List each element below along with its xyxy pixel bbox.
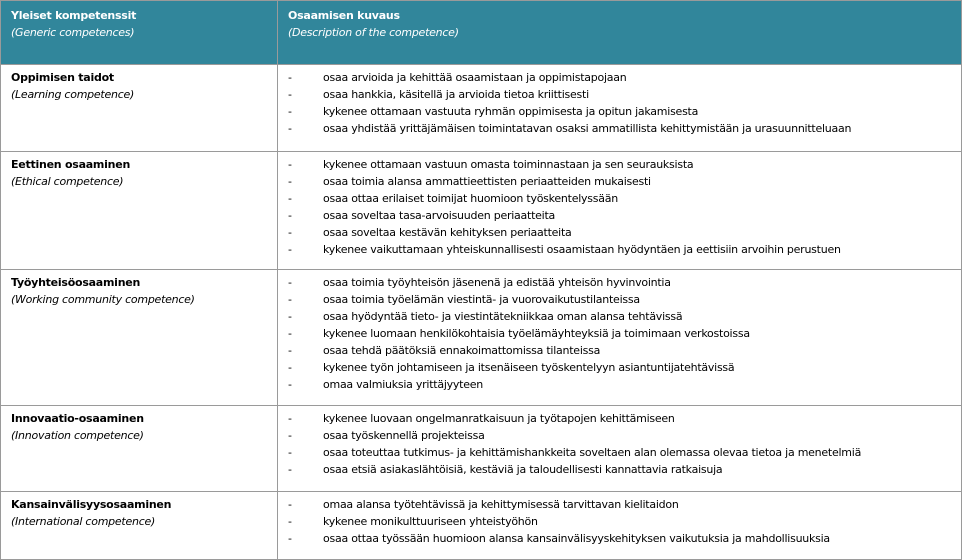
competence-cell: Oppimisen taidot (Learning competence) — [0, 64, 278, 152]
competence-subtitle: (Working community competence) — [11, 293, 195, 306]
header-subtitle: (Generic competences) — [11, 26, 135, 39]
header-title: Osaamisen kuvaus — [288, 9, 400, 22]
header-cell: Osaamisen kuvaus (Description of the comp… — [277, 0, 962, 65]
competence-name: Työyhteisöosaaminen — [11, 276, 141, 289]
competence-subtitle: (Ethical competence) — [11, 175, 124, 188]
competence-row: Eettinen osaaminen (Ethical competence) ky… — [0, 151, 962, 270]
description-item: osaa tehdä päätöksiä ennakoimattomissa t… — [279, 342, 961, 359]
description-item: osaa hyödyntää tieto- ja viestintäteknii… — [279, 308, 961, 325]
description-cell: omaa alansa työtehtävissä ja kehittymise… — [277, 491, 962, 560]
description-item: osaa arvioida ja kehittää osaamistaan ja… — [279, 69, 961, 86]
description-item: osaa etsiä asiakaslähtöisiä, kestäviä ja… — [279, 461, 961, 478]
description-item: osaa hankkia, käsitellä ja arvioida tiet… — [279, 86, 961, 103]
description-cell: osaa arvioida ja kehittää osaamistaan ja… — [277, 64, 962, 152]
description-item: osaa työskennellä projekteissa — [279, 427, 961, 444]
description-item: omaa alansa työtehtävissä ja kehittymise… — [279, 496, 961, 513]
competence-subtitle: (Innovation competence) — [11, 429, 144, 442]
competence-row: Oppimisen taidot (Learning competence) osa… — [0, 64, 962, 152]
description-cell: kykenee ottamaan vastuun omasta toiminna… — [277, 151, 962, 270]
competence-cell: Kansainvälisyysosaaminen (International c… — [0, 491, 278, 560]
header-title: Yleiset kompetenssit — [11, 9, 137, 22]
description-item: osaa soveltaa kestävän kehityksen periaa… — [279, 224, 961, 241]
competence-subtitle: (International competence) — [11, 515, 156, 528]
header-subtitle: (Description of the competence) — [288, 26, 459, 39]
header-cell: Yleiset kompetenssit (Generic competences… — [0, 0, 278, 65]
header-row: Yleiset kompetenssit (Generic competences… — [0, 0, 962, 65]
competence-name: Kansainvälisyysosaaminen — [11, 498, 172, 511]
competence-row: Kansainvälisyysosaaminen (International c… — [0, 491, 962, 560]
competence-name: Eettinen osaaminen — [11, 158, 131, 171]
description-cell: kykenee luovaan ongelmanratkaisuun ja ty… — [277, 405, 962, 492]
description-item: osaa ottaa erilaiset toimijat huomioon t… — [279, 190, 961, 207]
competence-row: Työyhteisöosaaminen (Working community co… — [0, 269, 962, 406]
description-cell: osaa toimia työyhteisön jäsenenä ja edis… — [277, 269, 962, 406]
competence-name: Oppimisen taidot — [11, 71, 114, 84]
description-item: kykenee luovaan ongelmanratkaisuun ja ty… — [279, 410, 961, 427]
description-item: omaa valmiuksia yrittäjyyteen — [279, 376, 961, 393]
competence-row: Innovaatio-osaaminen (Innovation competen… — [0, 405, 962, 492]
description-item: osaa toimia työelämän viestintä- ja vuor… — [279, 291, 961, 308]
competence-cell: Työyhteisöosaaminen (Working community co… — [0, 269, 278, 406]
description-item: osaa soveltaa tasa-arvoisuuden periaatte… — [279, 207, 961, 224]
description-item: kykenee monikulttuuriseen yhteistyöhön — [279, 513, 961, 530]
description-item: osaa toimia alansa ammattieettisten peri… — [279, 173, 961, 190]
description-item: kykenee ottamaan vastuuta ryhmän oppimis… — [279, 103, 961, 120]
description-item: kykenee vaikuttamaan yhteiskunnallisesti… — [279, 241, 961, 258]
competence-subtitle: (Learning competence) — [11, 88, 135, 101]
competence-cell: Eettinen osaaminen (Ethical competence) — [0, 151, 278, 270]
competence-name: Innovaatio-osaaminen — [11, 412, 144, 425]
description-item: osaa ottaa työssään huomioon alansa kans… — [279, 530, 961, 547]
description-item: osaa toimia työyhteisön jäsenenä ja edis… — [279, 274, 961, 291]
description-item: kykenee ottamaan vastuun omasta toiminna… — [279, 156, 961, 173]
description-item: kykenee luomaan henkilökohtaisia työeläm… — [279, 325, 961, 342]
competence-cell: Innovaatio-osaaminen (Innovation competen… — [0, 405, 278, 492]
description-item: kykenee työn johtamiseen ja itsenäiseen … — [279, 359, 961, 376]
description-item: osaa toteuttaa tutkimus- ja kehittämisha… — [279, 444, 961, 461]
description-item: osaa yhdistää yrittäjämäisen toimintatav… — [279, 120, 961, 137]
